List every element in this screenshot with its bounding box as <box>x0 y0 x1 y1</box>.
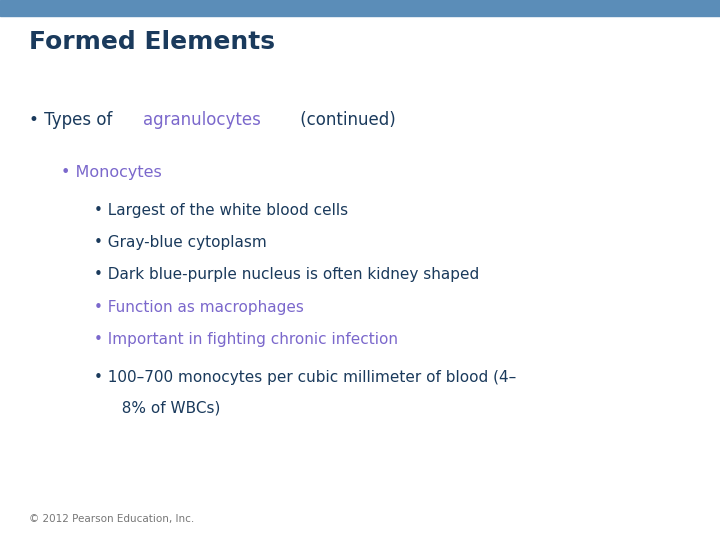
Text: • 100–700 monocytes per cubic millimeter of blood (4–: • 100–700 monocytes per cubic millimeter… <box>94 370 516 385</box>
Text: • Important in fighting chronic infection: • Important in fighting chronic infectio… <box>94 332 397 347</box>
Text: Formed Elements: Formed Elements <box>29 30 275 53</box>
Text: 8% of WBCs): 8% of WBCs) <box>112 401 220 416</box>
Text: agranulocytes: agranulocytes <box>143 111 261 129</box>
Text: • Dark blue-purple nucleus is often kidney shaped: • Dark blue-purple nucleus is often kidn… <box>94 267 479 282</box>
Text: • Function as macrophages: • Function as macrophages <box>94 300 303 315</box>
Text: • Types of: • Types of <box>29 111 117 129</box>
Text: • Largest of the white blood cells: • Largest of the white blood cells <box>94 202 348 218</box>
Text: • Gray-blue cytoplasm: • Gray-blue cytoplasm <box>94 235 266 250</box>
Text: (continued): (continued) <box>295 111 396 129</box>
FancyBboxPatch shape <box>0 0 720 16</box>
Text: © 2012 Pearson Education, Inc.: © 2012 Pearson Education, Inc. <box>29 514 194 524</box>
Text: • Monocytes: • Monocytes <box>61 165 162 180</box>
